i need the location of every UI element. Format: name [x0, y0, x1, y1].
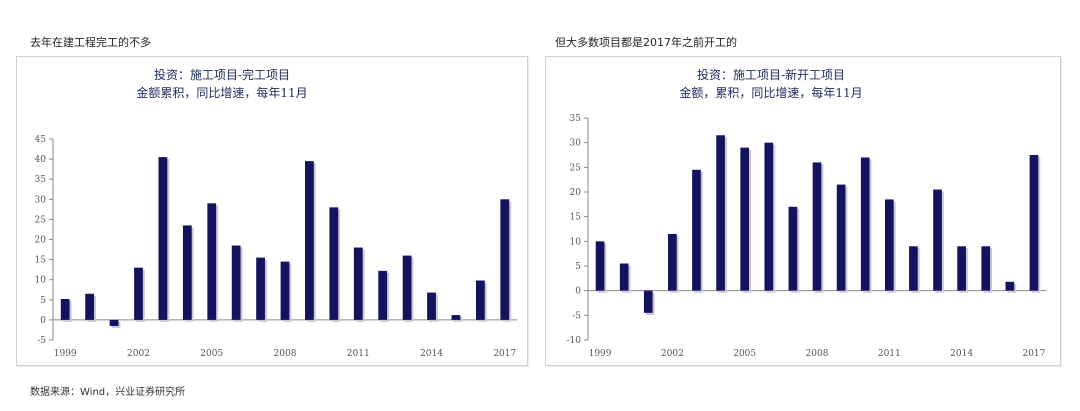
bar — [812, 162, 822, 291]
y-tick-label: -10 — [567, 336, 582, 346]
y-tick-label: 40 — [35, 155, 47, 165]
y-tick-label: 35 — [570, 114, 582, 124]
bar — [692, 169, 701, 291]
chart-title: 投资：施工项目-完工项目 — [154, 67, 290, 82]
left-chart-panel: 投资：施工项目-完工项目 金额累积，同比增速，每年11月 -5 0 5 10 15 20 2… — [16, 56, 528, 366]
bar — [158, 157, 168, 320]
bar — [182, 225, 192, 320]
y-tick-label: 5 — [575, 262, 581, 272]
bar — [643, 290, 653, 313]
bar — [788, 206, 798, 291]
chart-subtitle: 金额，累积，同比增速，每年11月 — [679, 85, 862, 100]
x-tick-label: 1999 — [54, 349, 77, 359]
bar — [402, 255, 412, 320]
x-tick-label: 2005 — [200, 349, 223, 359]
y-tick-label: 30 — [35, 195, 47, 205]
y-tick-label: 15 — [35, 256, 47, 266]
left-chart: 投资：施工项目-完工项目 金额累积，同比增速，每年11月 -5 0 5 10 15 20 2… — [35, 67, 517, 359]
left-chart-caption: 去年在建工程完工的不多 — [30, 36, 151, 49]
x-tick-label: 2002 — [127, 349, 150, 359]
y-tick-label: -5 — [572, 311, 581, 321]
y-tick-label: 45 — [35, 135, 47, 145]
bar — [109, 319, 119, 326]
x-tick-label: 2002 — [661, 349, 684, 359]
bar — [85, 293, 95, 320]
y-tick-label: -5 — [37, 336, 46, 346]
bar — [1029, 155, 1039, 291]
bar — [619, 263, 629, 291]
right-chart: 投资：施工项目-新开工项目 金额，累积，同比增速，每年11月 -10 -5 0 5 10… — [567, 67, 1046, 359]
y-tick-label: 0 — [575, 287, 581, 297]
x-tick-label: 2014 — [950, 349, 973, 359]
y-tick-label: 25 — [35, 215, 47, 225]
y-tick-label: 20 — [570, 188, 582, 198]
bar — [329, 207, 339, 320]
x-tick-label: 2011 — [878, 349, 901, 359]
y-tick-label: 35 — [35, 175, 47, 185]
bar — [60, 298, 70, 320]
bar — [207, 203, 217, 320]
bar — [668, 233, 677, 291]
y-tick-label: 0 — [40, 316, 46, 326]
bar — [1005, 281, 1015, 291]
bar — [475, 280, 485, 320]
bar — [740, 147, 750, 291]
bar — [280, 261, 290, 320]
bar — [353, 247, 363, 320]
bar — [716, 135, 725, 291]
bar — [981, 246, 991, 291]
x-tick-label: 2014 — [420, 349, 443, 359]
x-tick-label: 2011 — [347, 349, 370, 359]
bar — [884, 199, 894, 291]
x-tick-label: 1999 — [589, 349, 612, 359]
x-tick-label: 2008 — [806, 349, 829, 359]
y-tick-label: 5 — [40, 296, 46, 306]
bar — [256, 257, 265, 320]
bar — [860, 157, 870, 291]
y-tick-label: 10 — [35, 276, 47, 286]
bar — [305, 161, 314, 320]
bar — [427, 292, 436, 320]
y-tick-label: 30 — [570, 139, 582, 149]
y-tick-label: 15 — [570, 213, 582, 223]
bar — [957, 246, 966, 291]
bar — [378, 270, 388, 320]
bar — [933, 189, 942, 291]
right-chart-caption: 但大多数项目都是2017年之前开工的 — [555, 36, 737, 49]
bar — [451, 315, 461, 320]
x-tick-label: 2017 — [1022, 349, 1045, 359]
y-tick-label: 10 — [570, 237, 582, 247]
chart-title: 投资：施工项目-新开工项目 — [697, 67, 845, 82]
bar — [836, 184, 846, 291]
bar — [909, 246, 918, 291]
bar — [764, 142, 774, 291]
y-tick-label: 25 — [570, 163, 582, 173]
chart-subtitle: 金额累积，同比增速，每年11月 — [136, 85, 307, 100]
right-chart-panel: 投资：施工项目-新开工项目 金额，累积，同比增速，每年11月 -10 -5 0 5 10… — [545, 56, 1061, 366]
data-source-note: 数据来源：Wind，兴业证券研究所 — [30, 387, 186, 398]
y-tick-label: 20 — [35, 236, 47, 246]
x-tick-label: 2005 — [733, 349, 756, 359]
bar — [500, 199, 510, 320]
x-tick-label: 2017 — [493, 349, 516, 359]
bar — [134, 267, 143, 320]
bar — [595, 241, 605, 291]
bar — [231, 245, 241, 320]
x-tick-label: 2008 — [274, 349, 297, 359]
